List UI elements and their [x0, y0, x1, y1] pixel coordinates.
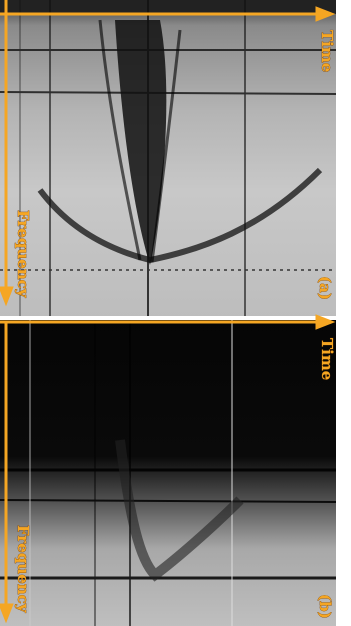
separator — [0, 316, 351, 320]
page: Time Frequency (a) Time Frequency (b) ((… — [0, 0, 351, 626]
margin — [336, 0, 351, 626]
figure: Time Frequency (a) Time Frequency (b) — [0, 0, 351, 626]
y-axis-label: Frequency — [14, 210, 32, 299]
x-axis-label: Time — [318, 338, 336, 380]
spectrogram-a — [0, 0, 336, 318]
spectrogram-b — [0, 318, 336, 626]
panel-label: (b) — [316, 594, 334, 619]
panel-label: (a) — [316, 276, 334, 300]
y-axis-label: Frequency — [14, 525, 32, 614]
x-axis-label: Time — [318, 30, 336, 72]
